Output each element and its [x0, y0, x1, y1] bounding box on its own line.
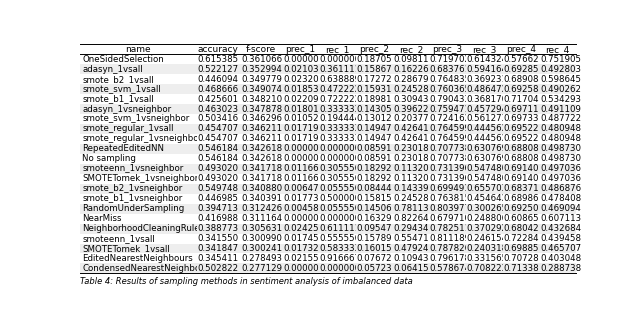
Text: Table 4: Results of sampling methods in sentiment analysis of imbalanced data: Table 4: Results of sampling methods in …	[80, 277, 413, 286]
